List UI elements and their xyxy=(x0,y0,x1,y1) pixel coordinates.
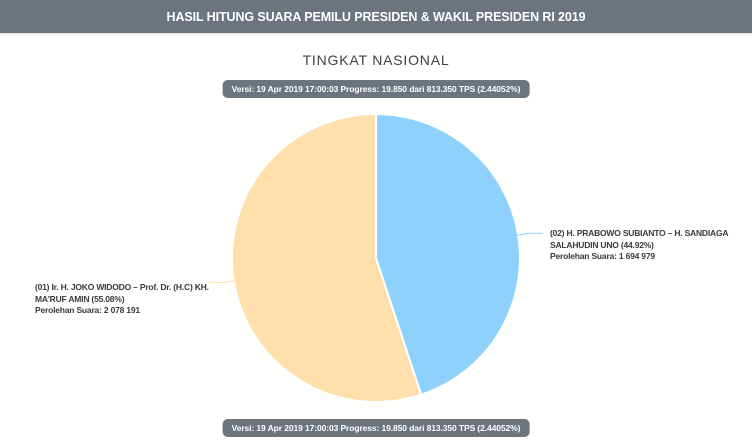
candidate-02-name-line1: (02) H. PRABOWO SUBIANTO – H. SANDIAGA xyxy=(550,228,729,238)
candidate-02-name-line2: SALAHUDIN UNO (44.92%) xyxy=(550,239,654,250)
version-progress-badge-top: Versi: 19 Apr 2019 17:00:03 Progress: 19… xyxy=(222,80,530,98)
page-title: TINGKAT NASIONAL xyxy=(302,52,450,68)
candidate-01-callout: (01) Ir. H. JOKO WIDODO – Prof. Dr. (H.C… xyxy=(35,282,220,317)
candidate-02-votes: Perolehan Suara: 1 694 979 xyxy=(550,251,655,261)
version-progress-badge-bottom: Versi: 19 Apr 2019 17:00:03 Progress: 19… xyxy=(222,419,530,437)
candidate-01-name-line2: MA'RUF AMIN (55.08%) xyxy=(35,293,125,304)
app-title: HASIL HITUNG SUARA PEMILU PRESIDEN & WAK… xyxy=(166,9,586,24)
callout-leader-01 xyxy=(209,280,235,284)
candidate-01-name-line1: (01) Ir. H. JOKO WIDODO – Prof. Dr. (H.C… xyxy=(35,282,209,292)
callout-leader-02 xyxy=(517,232,543,236)
candidate-02-callout: (02) H. PRABOWO SUBIANTO – H. SANDIAGA S… xyxy=(550,228,740,263)
app-header: HASIL HITUNG SUARA PEMILU PRESIDEN & WAK… xyxy=(0,0,752,33)
candidate-01-votes: Perolehan Suara: 2 078 191 xyxy=(35,305,140,315)
